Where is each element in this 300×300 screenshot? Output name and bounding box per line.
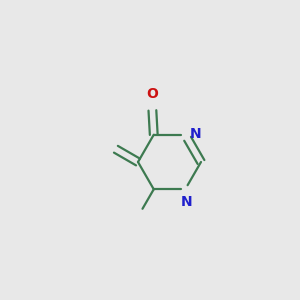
Text: N: N — [190, 127, 202, 141]
Text: O: O — [146, 87, 158, 101]
Text: N: N — [181, 195, 193, 209]
